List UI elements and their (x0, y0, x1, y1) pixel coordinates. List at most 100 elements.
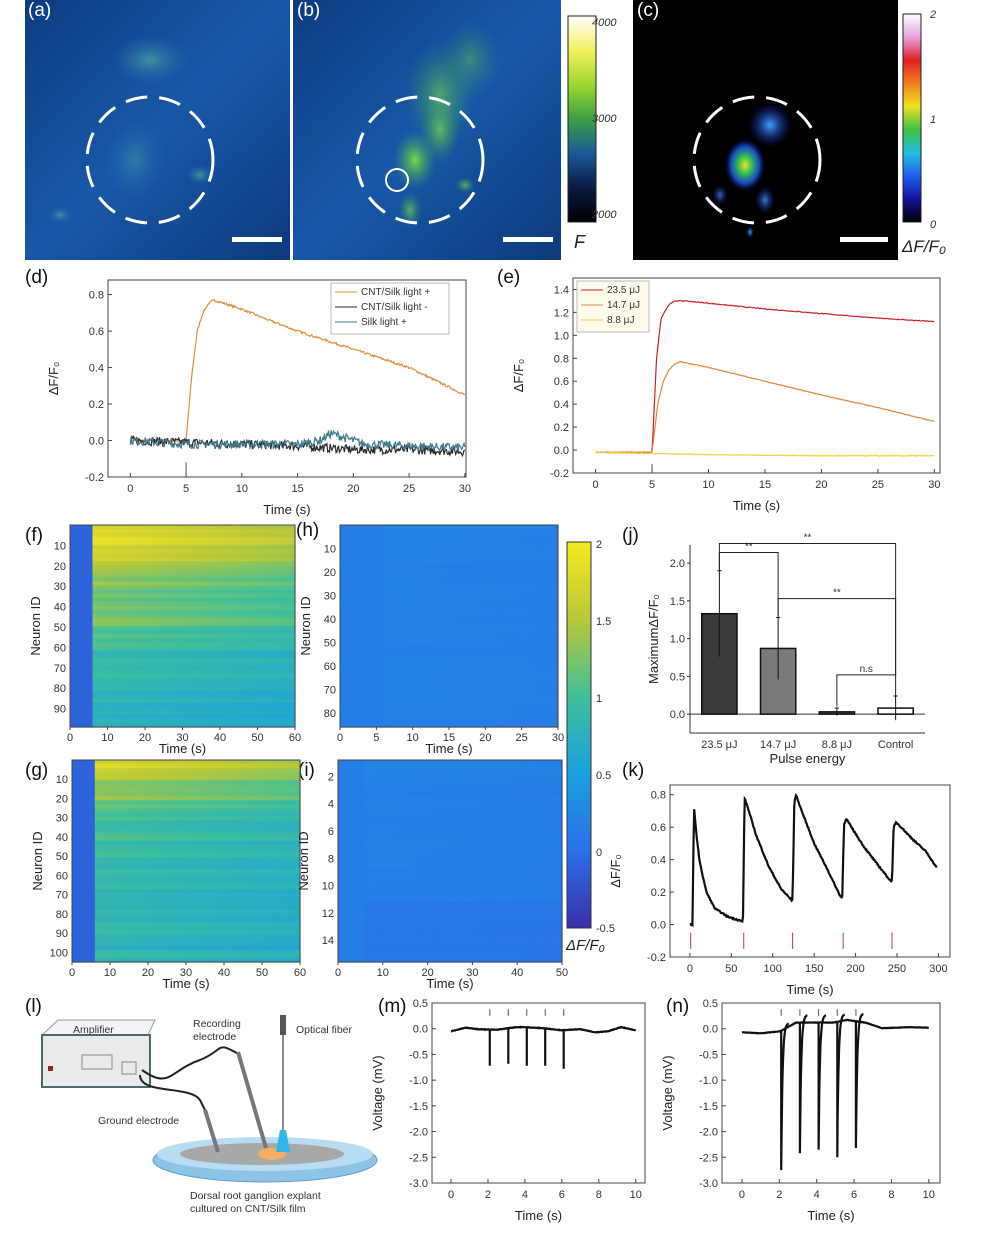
heatmap-cell (212, 565, 217, 571)
heatmap-cell (115, 646, 120, 651)
heatmap-cell (474, 553, 479, 558)
heatmap-cell (488, 638, 494, 643)
heatmap-cell (387, 577, 392, 583)
heatmap-cell (547, 601, 552, 607)
heatmap-cell (554, 613, 559, 619)
heatmap-cell (514, 545, 519, 550)
heatmap-cell (111, 674, 116, 680)
heatmap-cell (175, 541, 180, 546)
heatmap-cell (137, 541, 142, 546)
heatmap-cell (287, 654, 292, 659)
heatmap-cell (379, 597, 385, 603)
heatmap-cell (130, 593, 135, 599)
heatmap-cell (423, 549, 428, 554)
heatmap-cell (227, 666, 232, 672)
heatmap-cell (268, 646, 274, 651)
heatmap-cell (216, 537, 221, 542)
heatmap-cell (175, 557, 180, 562)
heatmap-cell (441, 565, 446, 571)
heatmap-cell (261, 678, 266, 684)
heatmap-cell (111, 585, 116, 591)
y-tick-label: 60 (54, 642, 66, 654)
heatmap-cell (261, 593, 266, 599)
heatmap-cell (171, 557, 176, 562)
heatmap-cell (496, 565, 501, 571)
heatmap-cell (163, 710, 169, 716)
heatmap-cell (361, 573, 367, 579)
heatmap-cell (242, 710, 247, 716)
heatmap-cell (372, 557, 377, 562)
heatmap-cell (441, 557, 446, 562)
x-tick-label: 5 (649, 479, 655, 491)
heatmap-cell (103, 557, 109, 562)
heatmap-cell (133, 605, 139, 611)
heatmap-cell (126, 601, 131, 607)
heatmap-cell (118, 577, 124, 583)
heatmap-cell (227, 682, 232, 688)
heatmap-cell (133, 626, 139, 631)
heatmap-cell (246, 565, 251, 571)
heatmap-cell (276, 698, 281, 704)
heatmap-cell (107, 605, 112, 611)
heatmap-cell (452, 621, 457, 627)
heatmap-cell (525, 617, 530, 623)
heatmap-cell (452, 537, 457, 542)
heatmap-cell (257, 581, 262, 587)
heatmap-cell (186, 718, 191, 724)
heatmap-cell (547, 638, 552, 643)
heatmap-cell (485, 626, 490, 631)
heatmap-cell (365, 601, 370, 607)
heatmap-cell (227, 646, 232, 651)
heatmap-cell (412, 541, 417, 546)
heatmap-cell (441, 634, 446, 639)
heatmap-cell (171, 662, 176, 667)
heatmap-cell (441, 577, 446, 583)
heatmap-cell (272, 609, 277, 615)
heatmap-cell (246, 573, 251, 579)
heatmap-cell (387, 621, 392, 627)
heatmap-cell (441, 553, 446, 558)
heatmap-cell (343, 549, 348, 554)
heatmap-cell (186, 630, 191, 635)
heatmap-cell (276, 702, 281, 708)
heatmap-cell (70, 525, 75, 530)
heatmap-cell (167, 585, 172, 591)
heatmap-cell (478, 541, 483, 546)
heatmap-cell (77, 549, 82, 554)
heatmap-cell (88, 565, 94, 571)
heatmap-cell (438, 573, 443, 579)
heatmap-cell (272, 642, 277, 647)
heatmap-cell (525, 577, 530, 583)
heatmap-cell (387, 537, 392, 542)
heatmap-cell (268, 561, 274, 566)
heatmap-cell (253, 569, 259, 575)
heatmap-cell (220, 690, 225, 696)
heatmap-cell (365, 565, 370, 571)
heatmap-cell (372, 529, 377, 534)
heatmap-cell (492, 565, 497, 571)
heatmap-cell (365, 613, 370, 619)
heatmap-cell (171, 545, 176, 550)
heatmap-cell (492, 626, 497, 631)
heatmap-cell (190, 646, 195, 651)
heatmap-cell (126, 569, 131, 575)
heatmap-cell (287, 718, 292, 724)
heatmap-cell (118, 569, 124, 575)
heatmap-cell (152, 722, 157, 728)
roi-dashed-circle (355, 95, 485, 225)
heatmap-cell (111, 690, 116, 696)
heatmap-cell (212, 646, 217, 651)
heatmap-cell (193, 525, 199, 530)
heatmap-cell (438, 613, 443, 619)
heatmap-cell (160, 617, 165, 623)
heatmap-cell (238, 609, 244, 615)
heatmap-cell (235, 613, 240, 619)
heatmap-cell (250, 541, 255, 546)
heatmap-cell (492, 630, 497, 635)
heatmap-cell (92, 609, 97, 615)
heatmap-cell (220, 702, 225, 708)
heatmap-cell (238, 565, 244, 571)
heatmap-cell (122, 609, 127, 615)
heatmap-cell (145, 694, 150, 700)
heatmap-cell (242, 662, 247, 667)
